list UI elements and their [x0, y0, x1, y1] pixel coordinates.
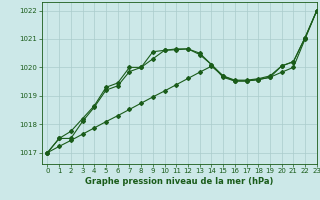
X-axis label: Graphe pression niveau de la mer (hPa): Graphe pression niveau de la mer (hPa): [85, 177, 273, 186]
